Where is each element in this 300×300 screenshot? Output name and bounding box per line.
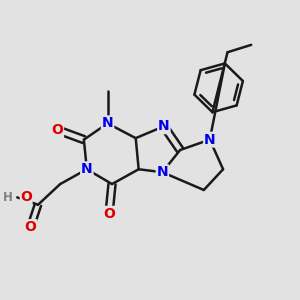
- Text: N: N: [158, 119, 170, 133]
- Text: O: O: [25, 220, 37, 234]
- Text: O: O: [103, 207, 115, 221]
- Text: N: N: [157, 165, 168, 179]
- Text: O: O: [51, 123, 63, 137]
- Text: N: N: [102, 116, 113, 130]
- Text: O: O: [20, 190, 32, 204]
- Text: N: N: [81, 162, 93, 176]
- Text: N: N: [204, 133, 216, 147]
- Text: H: H: [3, 191, 13, 204]
